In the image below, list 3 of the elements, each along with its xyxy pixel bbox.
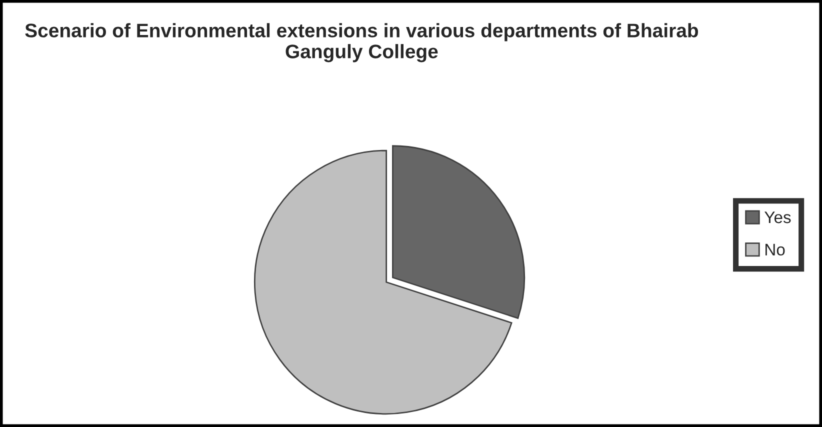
chart-title: Scenario of Environmental extensions in various departments of Bhairab Ganguly College (25, 23, 698, 62)
legend-label: Yes (764, 212, 791, 224)
legend-label: No (766, 244, 785, 256)
